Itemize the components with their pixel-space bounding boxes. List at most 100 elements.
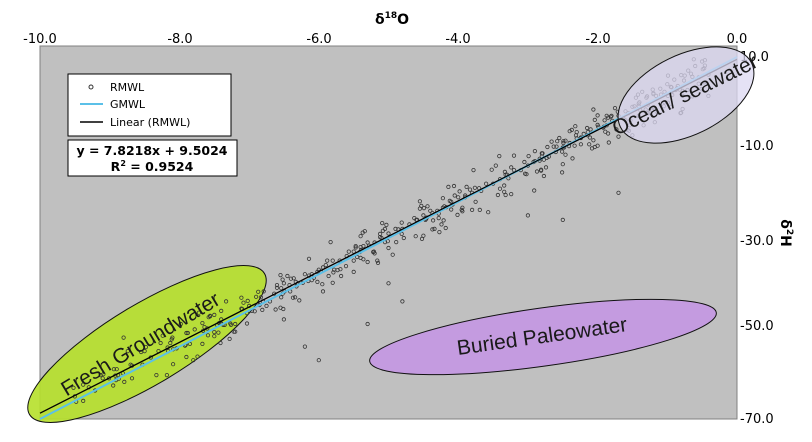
y-tick-labels: 10.0 -10.0 -30.0 -50.0 -70.0 bbox=[740, 50, 774, 427]
rmwl-data-point bbox=[595, 113, 600, 118]
rmwl-data-point bbox=[446, 184, 451, 189]
rmwl-data-point bbox=[315, 279, 320, 284]
rmwl-data-point bbox=[375, 258, 380, 263]
rmwl-data-point bbox=[297, 298, 302, 303]
rmwl-data-point bbox=[456, 195, 461, 200]
rmwl-data-point bbox=[143, 344, 148, 350]
rmwl-data-point bbox=[417, 206, 422, 211]
rmwl-data-point bbox=[158, 340, 163, 346]
rmwl-data-point bbox=[361, 257, 366, 262]
rmwl-data-point bbox=[306, 256, 312, 261]
x-axis-title: δ18O bbox=[375, 11, 409, 28]
x-tick-label: -2.0 bbox=[585, 32, 610, 47]
y-tick-label: -70.0 bbox=[740, 412, 774, 427]
rmwl-data-point bbox=[437, 230, 442, 235]
rmwl-data-point bbox=[233, 321, 238, 327]
rmwl-data-point bbox=[502, 183, 507, 188]
rmwl-data-point bbox=[511, 153, 517, 158]
rmwl-data-point bbox=[206, 315, 211, 320]
legend: RMWL GMWL Linear (RMWL) bbox=[67, 73, 232, 137]
y-tick-label: -10.0 bbox=[740, 139, 774, 154]
rmwl-data-point bbox=[212, 334, 217, 339]
rmwl-data-point bbox=[386, 245, 391, 251]
x-tick-label: 0.0 bbox=[727, 32, 748, 47]
rmwl-data-point bbox=[509, 192, 514, 197]
rmwl-data-point bbox=[281, 306, 286, 312]
rmwl-data-point bbox=[604, 113, 609, 118]
rmwl-data-point bbox=[469, 207, 475, 212]
rmwl-data-point bbox=[551, 144, 556, 149]
rmwl-data-point bbox=[328, 240, 333, 245]
rmwl-data-point bbox=[384, 222, 389, 227]
rmwl-data-point bbox=[449, 207, 454, 212]
rmwl-data-point bbox=[578, 142, 584, 147]
rmwl-data-point bbox=[560, 217, 565, 222]
rmwl-data-point bbox=[129, 376, 135, 381]
rmwl-data-point bbox=[178, 321, 183, 327]
rmwl-data-point bbox=[412, 216, 417, 221]
rmwl-data-point bbox=[525, 213, 531, 218]
rmwl-data-point bbox=[614, 127, 619, 132]
rmwl-data-point bbox=[343, 263, 349, 269]
fresh-groundwater-ellipse bbox=[27, 265, 267, 423]
rmwl-data-point bbox=[196, 310, 201, 315]
rmwl-data-point bbox=[557, 135, 562, 141]
rmwl-data-point bbox=[285, 273, 290, 279]
rmwl-data-point bbox=[436, 216, 441, 221]
rmwl-data-point bbox=[302, 272, 307, 277]
rmwl-data-point bbox=[616, 134, 621, 139]
rmwl-data-point bbox=[591, 138, 596, 143]
y-tick-label: -30.0 bbox=[740, 234, 774, 249]
rmwl-data-point bbox=[394, 240, 399, 245]
rmwl-data-point bbox=[591, 107, 596, 112]
rmwl-data-point bbox=[473, 199, 478, 204]
rmwl-data-point bbox=[160, 333, 165, 338]
rmwl-data-point bbox=[559, 149, 565, 154]
rmwl-data-point bbox=[386, 281, 391, 286]
rmwl-data-point bbox=[560, 162, 565, 167]
rmwl-data-point bbox=[290, 295, 296, 300]
rmwl-data-point bbox=[502, 189, 507, 194]
rmwl-data-point bbox=[554, 144, 559, 149]
rmwl-data-point bbox=[532, 149, 538, 154]
rmwl-data-point bbox=[245, 298, 250, 303]
rmwl-data-point bbox=[264, 303, 269, 308]
rmwl-data-point bbox=[532, 188, 537, 193]
rmwl-data-point bbox=[588, 127, 593, 132]
rmwl-data-point bbox=[219, 308, 224, 313]
rmwl-data-point bbox=[239, 295, 244, 300]
rmwl-data-point bbox=[358, 234, 363, 239]
x-tick-label: -8.0 bbox=[167, 32, 192, 47]
rmwl-data-point bbox=[455, 212, 460, 217]
rmwl-data-point bbox=[302, 344, 307, 349]
rmwl-data-point bbox=[279, 286, 284, 291]
rmwl-data-point bbox=[592, 117, 597, 123]
rmwl-data-point bbox=[452, 193, 457, 198]
rmwl-data-point bbox=[353, 245, 358, 250]
rmwl-data-point bbox=[386, 231, 391, 236]
rmwl-data-point bbox=[559, 170, 565, 175]
rmwl-data-point bbox=[330, 280, 335, 285]
rmwl-data-point bbox=[440, 196, 445, 201]
rmwl-data-point bbox=[509, 165, 514, 170]
rmwl-data-point bbox=[191, 358, 196, 363]
rmwl-data-point bbox=[439, 222, 444, 227]
rmwl-data-point bbox=[413, 234, 418, 239]
x-tick-label: -10.0 bbox=[23, 32, 57, 47]
rmwl-data-point bbox=[346, 249, 351, 254]
rmwl-data-point bbox=[362, 229, 367, 234]
rmwl-data-point bbox=[419, 236, 425, 241]
y-tick-label: -50.0 bbox=[740, 319, 774, 334]
rmwl-data-point bbox=[522, 171, 528, 176]
rmwl-data-point bbox=[569, 127, 574, 132]
rmwl-data-point bbox=[430, 227, 435, 232]
rmwl-data-point bbox=[603, 129, 608, 134]
rmwl-data-point bbox=[281, 317, 286, 322]
rmwl-data-point bbox=[497, 186, 503, 191]
rmwl-data-point bbox=[549, 139, 554, 144]
rmwl-data-point bbox=[380, 221, 385, 226]
rmwl-data-point bbox=[380, 228, 385, 233]
rmwl-data-point bbox=[227, 336, 232, 341]
rmwl-data-point bbox=[274, 282, 280, 288]
